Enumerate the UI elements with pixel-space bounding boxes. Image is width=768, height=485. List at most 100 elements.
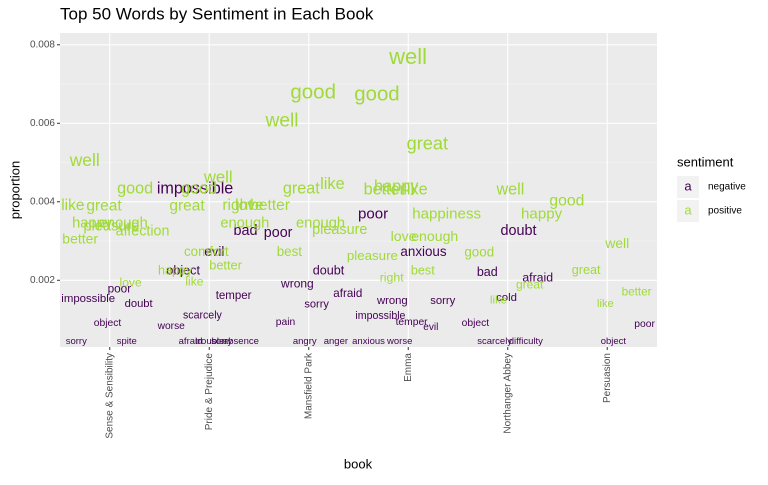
word: scarcely xyxy=(477,336,512,347)
word: doubt xyxy=(500,223,536,239)
word: happiness xyxy=(412,205,481,222)
word: well xyxy=(203,168,233,187)
word: better xyxy=(622,286,652,299)
word: great xyxy=(516,278,544,292)
y-tick-label: 0.004 xyxy=(30,196,55,207)
word: temper xyxy=(216,290,252,302)
word: difficulty xyxy=(509,336,543,347)
word: wrong xyxy=(280,276,314,290)
word: spite xyxy=(117,336,137,347)
word: sorry xyxy=(211,336,232,347)
word: pleasure xyxy=(83,218,139,234)
word: love xyxy=(391,228,417,244)
word: object xyxy=(94,318,122,329)
word: afraid xyxy=(333,287,362,300)
word: good xyxy=(181,179,217,197)
word: pleasure xyxy=(347,248,398,263)
word: well xyxy=(69,150,100,170)
word: right xyxy=(222,197,253,214)
word: impossible xyxy=(355,310,405,322)
word: best xyxy=(277,244,303,259)
word: absence xyxy=(223,336,259,347)
word: object xyxy=(601,336,627,347)
word: temper xyxy=(396,317,429,328)
word: sorry xyxy=(430,295,455,307)
y-axis-title: proportion xyxy=(7,161,22,220)
y-tick-label: 0.008 xyxy=(30,39,55,50)
word: pleasure xyxy=(312,222,367,238)
word: like xyxy=(403,180,427,198)
word: sorry xyxy=(66,336,87,347)
word: well xyxy=(264,110,298,131)
word: doubt xyxy=(313,264,345,278)
word: impossible xyxy=(61,293,115,305)
word: impossible xyxy=(157,179,233,197)
word: enough xyxy=(220,215,269,231)
word: well xyxy=(604,236,629,251)
word: object xyxy=(462,318,490,329)
word: anger xyxy=(324,336,348,347)
word: great xyxy=(572,263,601,277)
word: good xyxy=(549,193,584,210)
word: scarcely xyxy=(183,309,223,321)
chart-title: Top 50 Words by Sentiment in Each Book xyxy=(60,4,374,23)
word: cold xyxy=(496,292,517,304)
word: happy xyxy=(72,215,113,231)
word: object xyxy=(166,264,200,278)
word: enough xyxy=(411,228,458,244)
x-tick-label: Pride & Prejudice xyxy=(204,353,215,431)
word: evil xyxy=(423,322,438,333)
word: happy xyxy=(521,205,563,222)
word: love xyxy=(120,276,142,290)
grid: 0.002 0.004 0.006 0.008 Sense & Sensibility P… xyxy=(30,33,657,439)
word: poor xyxy=(108,281,132,295)
word: like xyxy=(597,298,614,310)
legend-key xyxy=(677,200,699,222)
word: worse xyxy=(386,336,412,347)
word: right xyxy=(380,271,405,285)
word: comfort xyxy=(184,244,229,259)
word: anxious xyxy=(352,336,385,347)
x-tick-label: Persuasion xyxy=(602,353,613,403)
legend-title: sentiment xyxy=(677,154,734,169)
word: angry xyxy=(293,336,317,347)
word: better xyxy=(209,258,242,273)
word: enough xyxy=(99,215,148,231)
word: pain xyxy=(276,317,296,328)
word: trouble xyxy=(195,336,224,347)
x-tick-label: Emma xyxy=(403,353,414,382)
legend-glyph: a xyxy=(684,178,692,193)
word: wrong xyxy=(376,295,408,307)
x-tick-label: Sense & Sensibility xyxy=(104,353,115,439)
word: evil xyxy=(204,244,224,259)
word: better xyxy=(62,231,98,247)
word: doubt xyxy=(125,298,154,310)
word: afraid xyxy=(179,336,203,347)
word: affection xyxy=(116,223,170,239)
word: anxious xyxy=(400,244,446,259)
legend-glyph: a xyxy=(684,202,692,217)
word: bad xyxy=(477,265,498,279)
word: better xyxy=(364,180,406,198)
word: like xyxy=(490,294,507,306)
y-tick-label: 0.006 xyxy=(30,118,55,129)
word: great xyxy=(169,198,205,215)
x-tick-label: Northanger Abbey xyxy=(502,353,513,434)
x-tick-label: Mansfield Park xyxy=(303,352,314,419)
word: well xyxy=(495,180,524,198)
panel xyxy=(60,33,657,347)
word: great xyxy=(407,134,448,154)
word: great xyxy=(86,198,122,215)
word: poor xyxy=(358,205,388,222)
word: happy xyxy=(158,264,193,278)
word: poor xyxy=(264,225,293,241)
word: bad xyxy=(233,223,257,239)
y-tick-label: 0.002 xyxy=(30,275,55,286)
word: sorry xyxy=(304,299,329,311)
legend-label: negative xyxy=(708,182,746,193)
legend: sentiment a negative a positive xyxy=(677,154,746,222)
word: happy xyxy=(374,178,419,196)
word: good xyxy=(354,83,399,105)
word: like xyxy=(61,197,84,214)
word: worse xyxy=(157,321,186,332)
